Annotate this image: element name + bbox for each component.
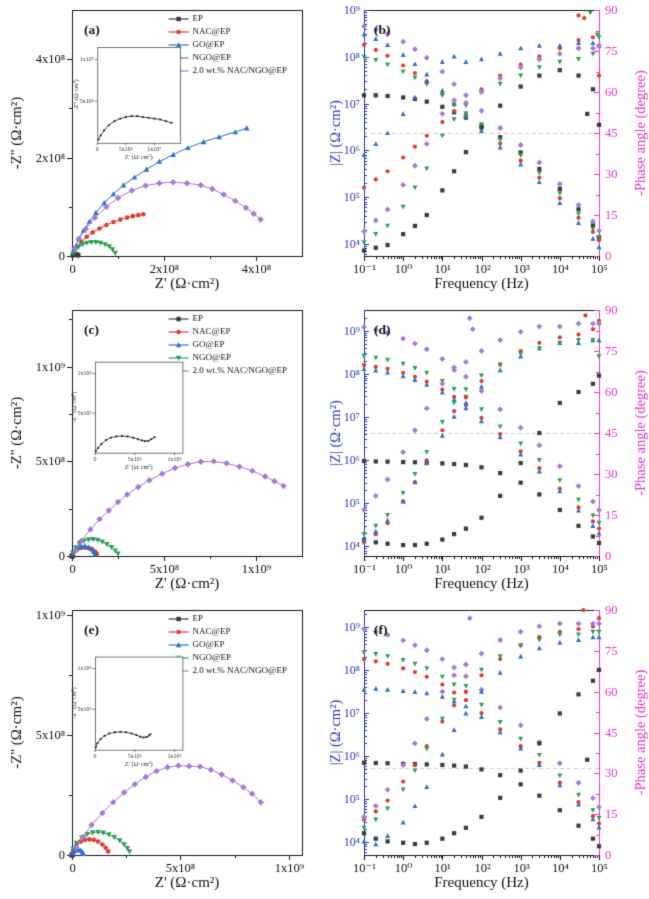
nyquist-plot-a: [0, 0, 324, 300]
bode-plot-f: [324, 600, 649, 899]
bode-plot-b: [324, 0, 649, 300]
nyquist-plot-e: [0, 600, 324, 899]
bode-plot-d: [324, 300, 649, 600]
nyquist-plot-c: [0, 300, 324, 600]
